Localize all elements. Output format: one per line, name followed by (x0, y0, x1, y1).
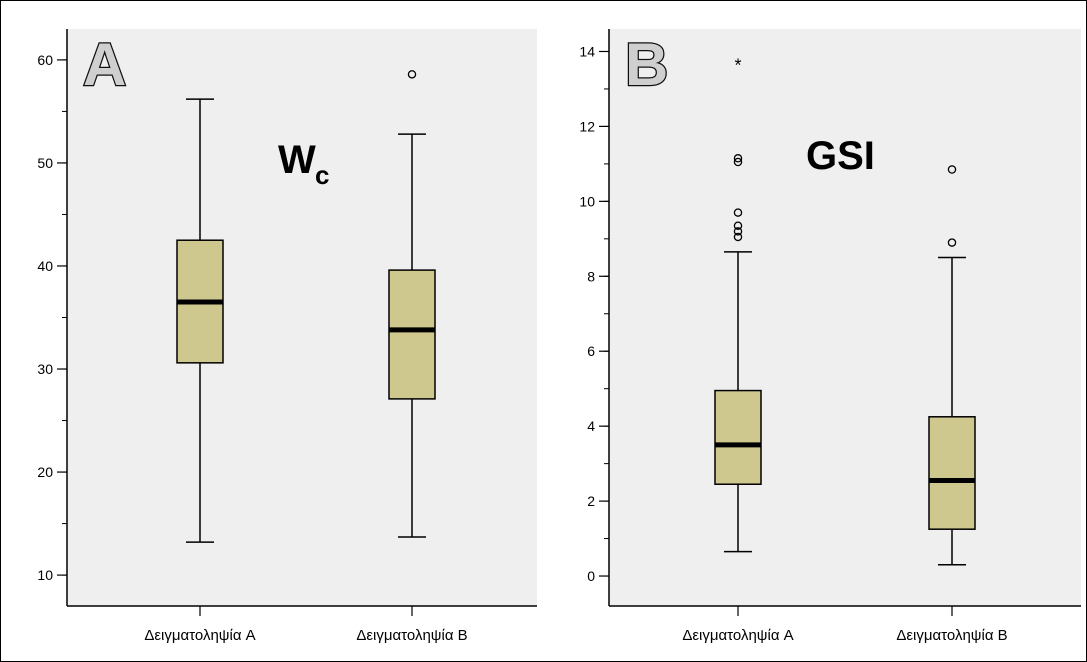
outlier-point (947, 165, 957, 174)
y-tick-label: 60 (37, 52, 53, 68)
x-category-label: Δειγματοληψία B (356, 627, 467, 644)
y-tick-label: 8 (587, 268, 595, 284)
y-tick-label: 12 (579, 118, 595, 134)
x-category-label: Δειγματοληψία A (682, 627, 793, 644)
iqr-box (388, 269, 436, 400)
panel-letter: A (83, 31, 126, 98)
outlier-point (947, 238, 957, 247)
y-tick-label: 6 (587, 343, 595, 359)
outlier-point (733, 221, 743, 230)
y-tick-label: 50 (37, 155, 53, 171)
plot-area (67, 29, 537, 606)
x-category-label: Δειγματοληψία B (896, 627, 1007, 644)
outlier-point (733, 232, 743, 242)
y-tick-label: 2 (587, 493, 595, 509)
box-a: * (714, 56, 762, 553)
y-tick-label: 40 (37, 258, 53, 274)
y-tick-label: 30 (37, 361, 53, 377)
panel-b: 0 2 4 6 8 10 12 14 Δειγματοληψία A Δειγματοληψία … (579, 29, 1081, 644)
extreme-point: * (734, 56, 741, 76)
variable-label: GSI (806, 134, 875, 178)
panel-a: 10 20 30 40 50 60 Δειγματοληψία A Δειγματοληψία… (37, 29, 537, 644)
y-tick-label: 10 (37, 567, 53, 583)
y-tick-label: 10 (579, 193, 595, 209)
box-a (176, 98, 224, 543)
y-tick-label: 4 (587, 418, 595, 434)
outlier-point (733, 208, 743, 217)
y-tick-label: 20 (37, 464, 53, 480)
variable-label: W (278, 138, 316, 182)
variable-subscript: c (315, 160, 329, 190)
y-tick-label: 14 (579, 43, 595, 59)
y-tick-label: 0 (587, 568, 595, 584)
plot-area (609, 29, 1081, 606)
box-b (928, 165, 976, 566)
box-b (388, 70, 436, 538)
outlier-point (407, 70, 417, 79)
outlier-point (733, 157, 743, 167)
iqr-box (714, 389, 762, 485)
outlier-point (733, 154, 743, 163)
outlier-point (733, 227, 743, 236)
iqr-box (928, 416, 976, 530)
x-category-label: Δειγματοληψία A (144, 627, 255, 644)
panel-letter: B (625, 31, 668, 98)
